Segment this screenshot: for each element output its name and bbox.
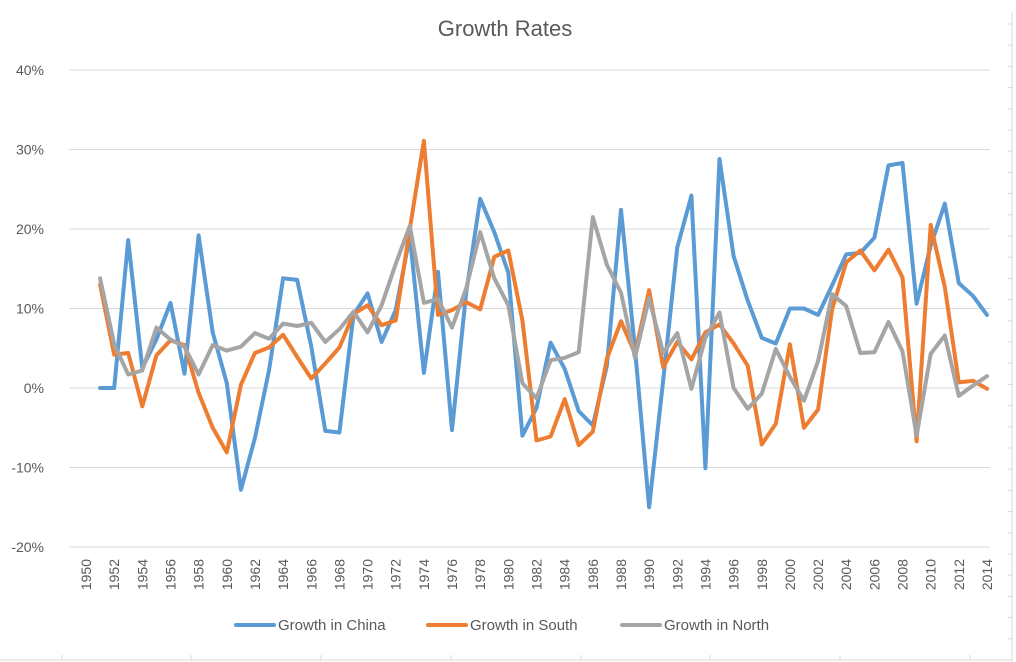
x-tick-label: 1952 xyxy=(106,559,122,590)
x-tick-label: 1978 xyxy=(472,559,488,590)
legend: Growth in China Growth in South Growth in … xyxy=(234,617,769,634)
series-line-growth-in-south xyxy=(98,138,989,455)
x-tick-label: 2006 xyxy=(866,559,882,590)
x-tick-label: 1994 xyxy=(697,559,713,590)
x-tick-label: 1954 xyxy=(134,559,150,590)
legend-label: Growth in China xyxy=(278,617,386,634)
y-tick-label: 30% xyxy=(16,142,44,158)
x-tick-label: 1964 xyxy=(275,559,291,590)
x-tick-label: 1968 xyxy=(331,559,347,590)
gridlines xyxy=(0,12,1013,662)
x-tick-label: 1986 xyxy=(585,559,601,590)
x-tick-label: 1962 xyxy=(247,559,263,590)
x-tick-label: 2012 xyxy=(951,559,967,590)
y-tick-label: -10% xyxy=(11,460,44,476)
y-tick-label: 20% xyxy=(16,221,44,237)
legend-label: Growth in North xyxy=(664,617,769,634)
y-tick-label: -20% xyxy=(11,539,44,555)
x-tick-label: 1998 xyxy=(754,559,770,590)
x-tick-label: 1988 xyxy=(613,559,629,590)
x-tick-label: 1970 xyxy=(360,559,376,590)
x-tick-label: 2000 xyxy=(782,559,798,590)
x-tick-label: 1972 xyxy=(388,559,404,590)
x-tick-label: 1980 xyxy=(500,559,516,590)
x-tick-label: 1992 xyxy=(669,559,685,590)
x-tick-label: 1974 xyxy=(416,559,432,590)
y-tick-label: 40% xyxy=(16,62,44,78)
y-tick-label: 10% xyxy=(16,301,44,317)
x-tick-label: 1966 xyxy=(303,559,319,590)
x-tick-label: 2002 xyxy=(810,559,826,590)
x-tick-label: 2004 xyxy=(838,559,854,590)
x-tick-label: 2008 xyxy=(895,559,911,590)
x-tick-label: 1984 xyxy=(557,559,573,590)
legend-label: Growth in South xyxy=(470,617,578,634)
x-tick-label: 1958 xyxy=(191,559,207,590)
x-tick-label: 1990 xyxy=(641,559,657,590)
y-axis-tick-labels: -20% -10% 0% 10% 20% 30% 40% xyxy=(11,62,44,555)
y-tick-label: 0% xyxy=(24,380,44,396)
x-tick-label: 1982 xyxy=(529,559,545,590)
x-tick-label: 1956 xyxy=(162,559,178,590)
series-lines xyxy=(98,138,989,510)
chart-title: Growth Rates xyxy=(438,16,573,41)
x-tick-label: 1960 xyxy=(219,559,235,590)
x-axis-tick-labels: 1950 1952 1954 1956 1958 1960 1962 1964 1966 1968… xyxy=(78,559,995,590)
x-tick-label: 1976 xyxy=(444,559,460,590)
x-tick-label: 1950 xyxy=(78,559,94,590)
x-tick-label: 2010 xyxy=(923,559,939,590)
x-tick-label: 2014 xyxy=(979,559,995,590)
x-tick-label: 1996 xyxy=(726,559,742,590)
series-line-growth-in-north xyxy=(98,215,989,438)
